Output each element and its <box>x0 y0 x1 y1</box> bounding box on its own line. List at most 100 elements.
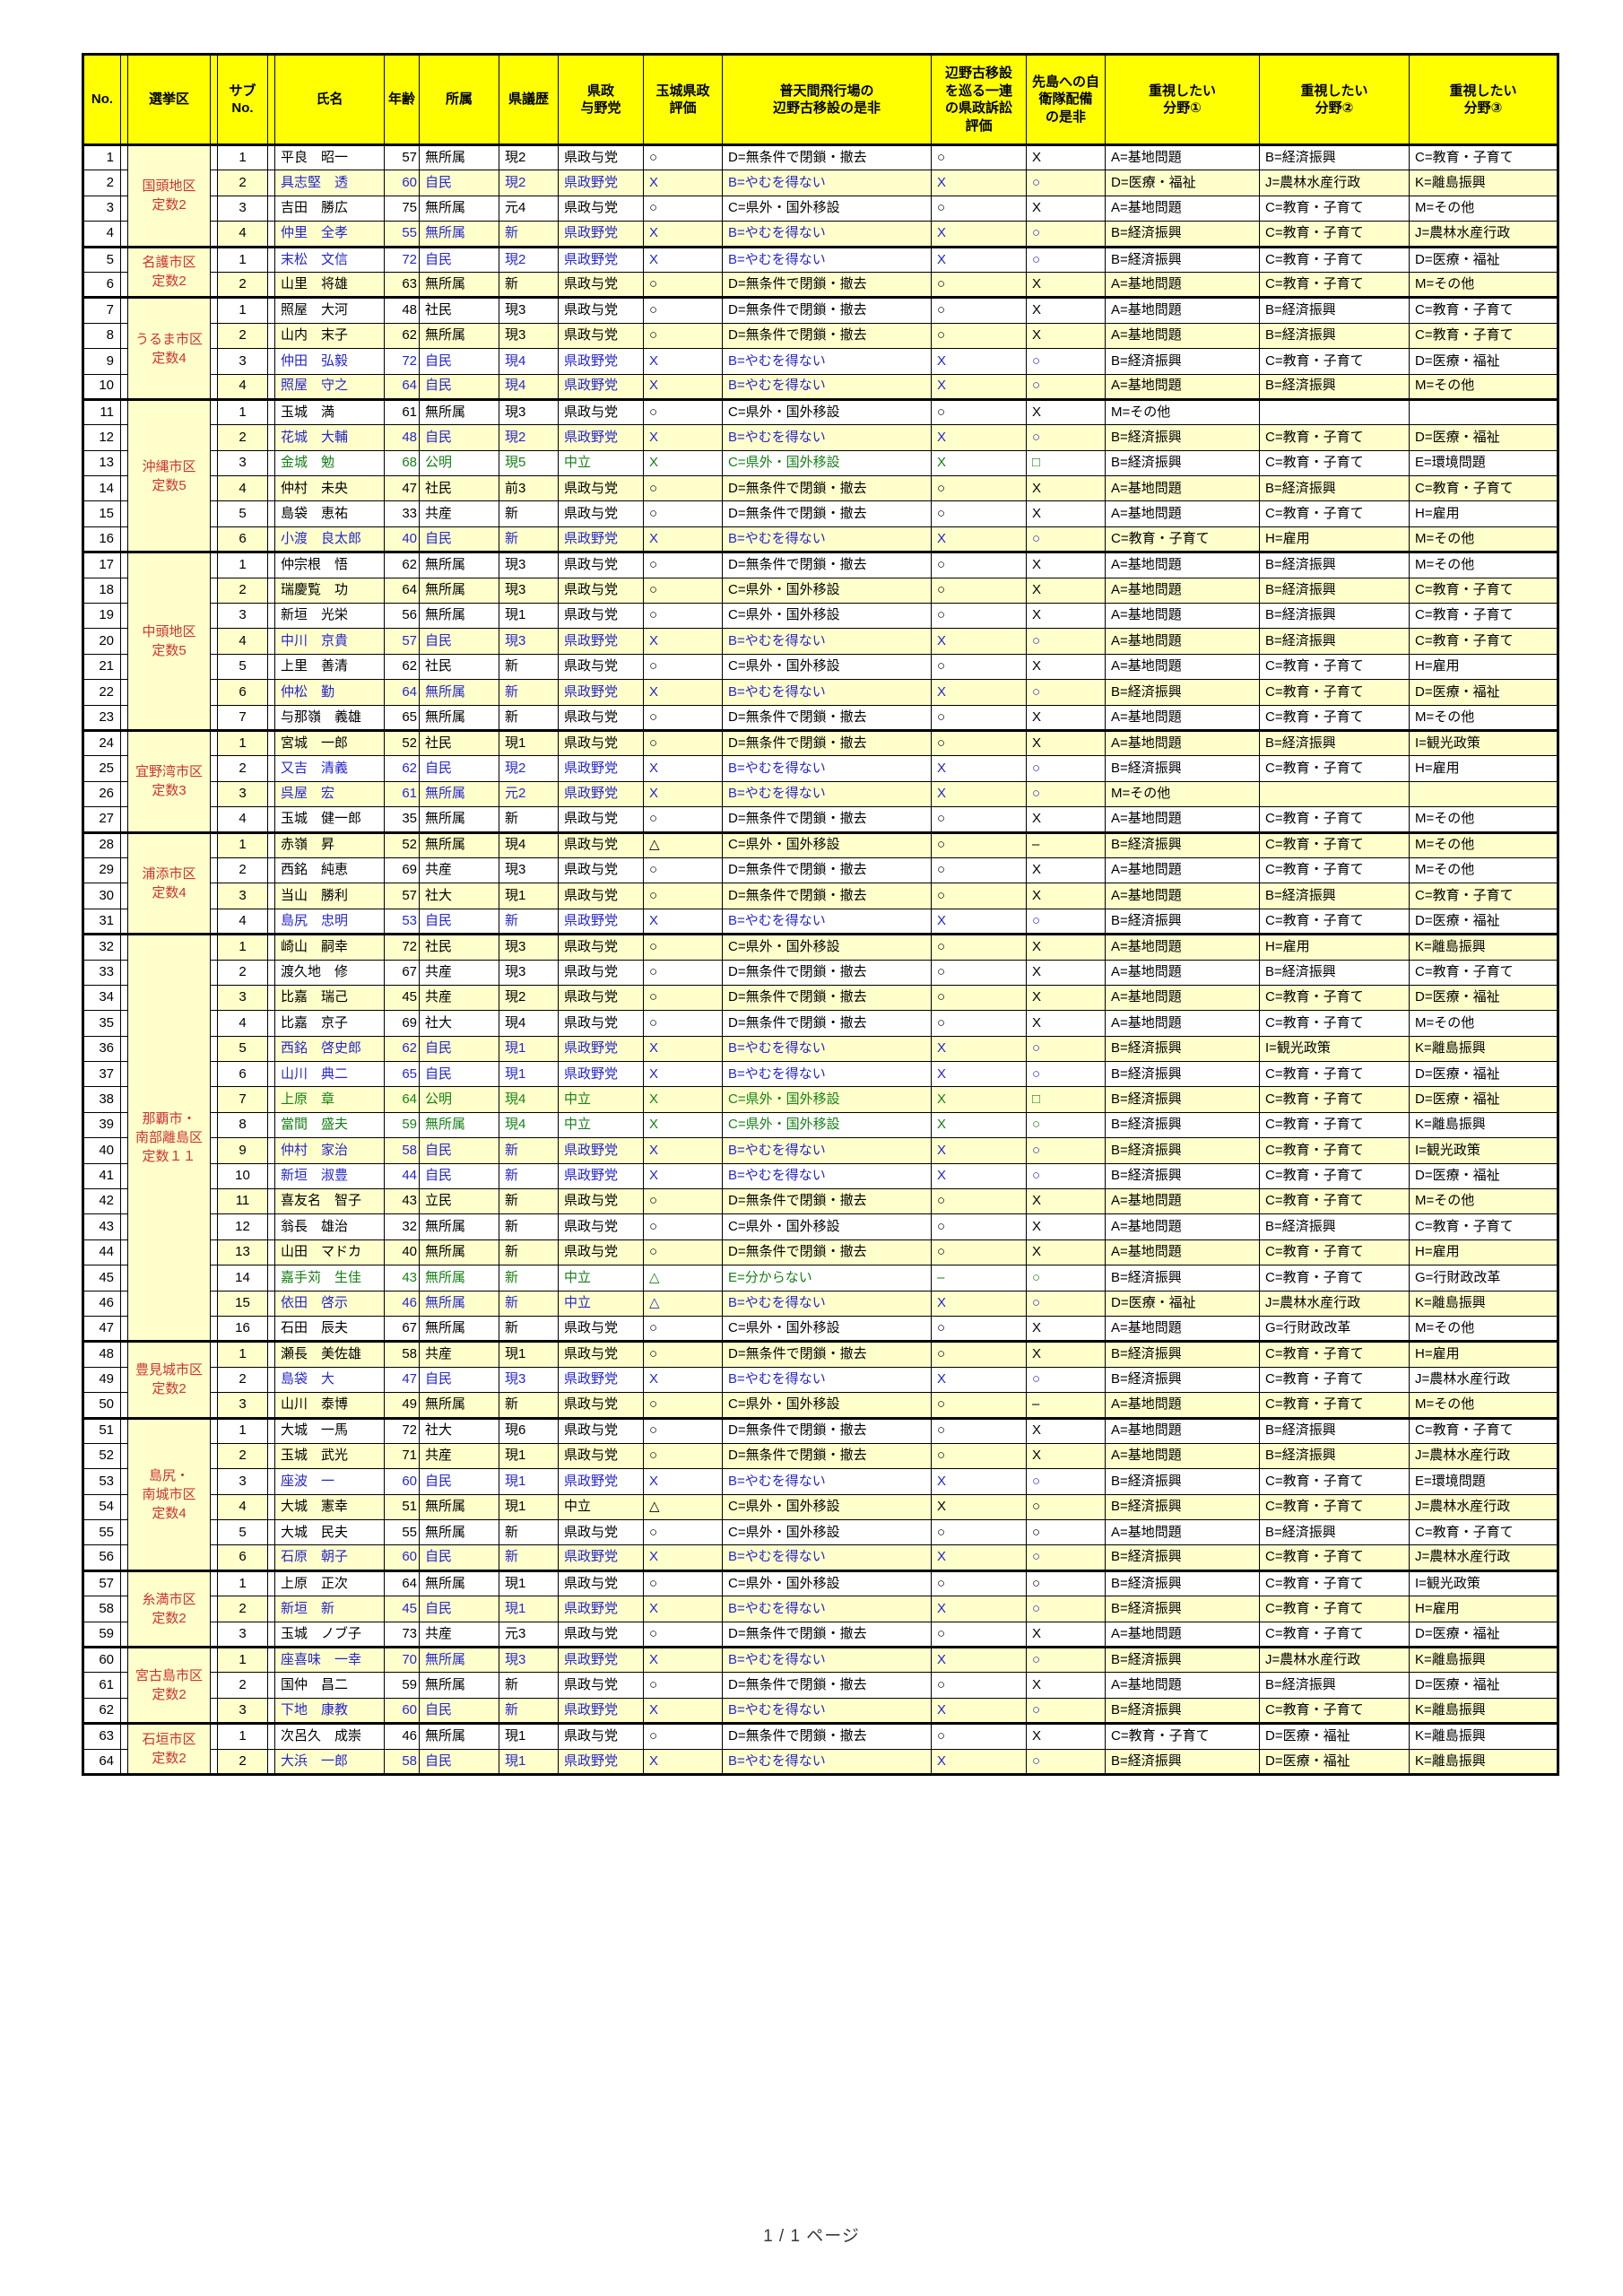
column-gap <box>120 908 128 935</box>
cell-party: 公明 <box>419 449 499 477</box>
column-gap <box>210 933 218 961</box>
cell-stance: 県政与党 <box>558 577 644 604</box>
column-gap <box>210 1596 218 1622</box>
cell-history: 新 <box>499 1162 559 1190</box>
cell-no: 35 <box>82 1010 121 1037</box>
cell-futenma-stance: B=やむを得ない <box>722 1035 932 1063</box>
cell-tamaki-eval: X <box>643 1035 723 1063</box>
cell-sub-no: 3 <box>217 449 268 477</box>
candidate-row: 18 2 瑞慶覧 功 64 無所属 現3 県政与党 ○ C=県外・国外移設 ○ X A=基地問題 B=経… <box>82 577 1558 604</box>
col-header-sakishima: 先島への自 衛隊配備 の是非 <box>1026 54 1106 146</box>
candidate-row: 57 糸満市区 定数2 1 上原 正次 64 無所属 現1 県政与党 ○ C=県外・国外移設 ○ ○ B=… <box>82 1569 1558 1648</box>
column-gap <box>210 500 218 527</box>
cell-sakishima-stance: X <box>1026 933 1106 961</box>
cell-party: 無所属 <box>419 144 499 171</box>
cell-no: 60 <box>82 1646 121 1674</box>
cell-name: 比嘉 京子 <box>274 1010 385 1037</box>
cell-age: 65 <box>384 1061 420 1088</box>
cell-history: 現4 <box>499 373 559 400</box>
cell-tamaki-eval: ○ <box>643 500 723 527</box>
candidate-row: 64 2 大浜 一郎 58 自民 現1 県政野党 X B=やむを得ない X ○ B=経済振興 D=医療・… <box>82 1748 1558 1776</box>
column-gap <box>210 1646 218 1674</box>
cell-no: 1 <box>82 144 121 171</box>
cell-futenma-stance: B=やむを得ない <box>722 424 932 451</box>
column-gap <box>267 1544 275 1571</box>
cell-sakishima-stance: X <box>1026 475 1106 502</box>
cell-futenma-stance: D=無条件で閉鎖・撤去 <box>722 322 932 350</box>
cell-sakishima-stance: X <box>1026 322 1106 350</box>
cell-field3: C=教育・子育て <box>1409 883 1558 909</box>
cell-age: 61 <box>384 780 420 808</box>
cell-age: 48 <box>384 296 420 324</box>
cell-stance: 県政与党 <box>558 984 644 1012</box>
column-gap <box>120 271 128 299</box>
cell-lawsuit-eval: X <box>931 1697 1027 1725</box>
cell-futenma-stance: D=無条件で閉鎖・撤去 <box>722 1442 932 1470</box>
cell-no: 8 <box>82 322 121 350</box>
cell-sakishima-stance: X <box>1026 728 1106 757</box>
cell-name: 照屋 大河 <box>274 296 385 324</box>
cell-sakishima-stance: X <box>1026 857 1106 884</box>
cell-field1: B=経済振興 <box>1105 1162 1260 1190</box>
cell-futenma-stance: D=無条件で閉鎖・撤去 <box>722 475 932 502</box>
cell-sub-no: 2 <box>217 424 268 451</box>
cell-no: 28 <box>82 831 121 858</box>
cell-age: 59 <box>384 1672 420 1699</box>
cell-no: 62 <box>82 1697 121 1725</box>
candidate-row: 31 4 島尻 忠明 53 自民新県政野党 X B=やむを得ない X ○ B=経済振興 C=教育・子… <box>82 908 1558 935</box>
cell-futenma-stance: B=やむを得ない <box>722 1290 932 1317</box>
cell-sakishima-stance: X <box>1026 1340 1106 1368</box>
column-gap <box>210 1010 218 1037</box>
cell-lawsuit-eval: X <box>931 1162 1027 1190</box>
cell-field3: K=離島振興 <box>1409 1035 1558 1063</box>
cell-sub-no: 10 <box>217 1162 268 1190</box>
cell-age: 49 <box>384 1392 420 1419</box>
cell-tamaki-eval: ○ <box>643 551 723 578</box>
cell-name: 西銘 純恵 <box>274 857 385 884</box>
cell-history: 新 <box>499 1697 559 1725</box>
cell-tamaki-eval: X <box>643 679 723 706</box>
column-gap <box>210 1315 218 1343</box>
cell-name: 当山 勝利 <box>274 883 385 909</box>
cell-lawsuit-eval: ○ <box>931 984 1027 1012</box>
cell-field2: B=経済振興 <box>1259 1519 1410 1546</box>
candidate-row: 32 那覇市・ 南部離島区 定数１１ 1 崎山 嗣幸 72 社民 現3 県政与党 ○ C=県外・国外… <box>82 933 1558 1343</box>
cell-field1: A=基地問題 <box>1105 728 1260 757</box>
cell-no: 45 <box>82 1265 121 1292</box>
cell-field1: A=基地問題 <box>1105 195 1260 222</box>
cell-party: 自民 <box>419 1544 499 1571</box>
cell-field1: B=経済振興 <box>1105 449 1260 477</box>
page-footer: 1 / 1 ページ <box>763 2227 860 2246</box>
cell-field1: A=基地問題 <box>1105 577 1260 604</box>
cell-lawsuit-eval: X <box>931 221 1027 248</box>
cell-tamaki-eval: ○ <box>643 806 723 833</box>
cell-party: 共産 <box>419 500 499 527</box>
cell-age: 72 <box>384 348 420 375</box>
candidate-row: 36 5 西銘 啓史郎 62 自民 現1 県政野党 X B=やむを得ない X ○ B=経済振興 I=観光… <box>82 1035 1558 1063</box>
cell-history: 新 <box>499 1519 559 1546</box>
cell-futenma-stance: B=やむを得ない <box>722 245 932 273</box>
cell-party: 自民 <box>419 526 499 553</box>
cell-field1: B=経済振興 <box>1105 424 1260 451</box>
cell-field1: A=基地問題 <box>1105 1315 1260 1343</box>
cell-party: 無所属 <box>419 1392 499 1419</box>
column-gap <box>267 908 275 935</box>
col-header-stance: 県政 与野党 <box>558 54 644 146</box>
cell-field3: J=農林水産行政 <box>1409 1493 1558 1521</box>
column-gap <box>120 1111 128 1139</box>
column-gap <box>120 1519 128 1546</box>
cell-sub-no: 6 <box>217 679 268 706</box>
cell-history: 新 <box>499 806 559 833</box>
cell-sub-no: 6 <box>217 1544 268 1571</box>
cell-sakishima-stance: X <box>1026 1672 1106 1699</box>
cell-age: 62 <box>384 755 420 782</box>
cell-field1: B=経済振興 <box>1105 1265 1260 1292</box>
candidate-row: 41 10 新垣 淑豊 44 自民新県政野党 X B=やむを得ない X ○ B=経済振興 C=教育・… <box>82 1162 1558 1190</box>
cell-sub-no: 3 <box>217 195 268 222</box>
cell-party: 自民 <box>419 1468 499 1495</box>
cell-lawsuit-eval: ○ <box>931 959 1027 986</box>
column-gap <box>210 780 218 808</box>
cell-field2: B=経済振興 <box>1259 322 1410 350</box>
cell-field3: D=医療・福祉 <box>1409 679 1558 706</box>
cell-futenma-stance: D=無条件で閉鎖・撤去 <box>722 1722 932 1750</box>
